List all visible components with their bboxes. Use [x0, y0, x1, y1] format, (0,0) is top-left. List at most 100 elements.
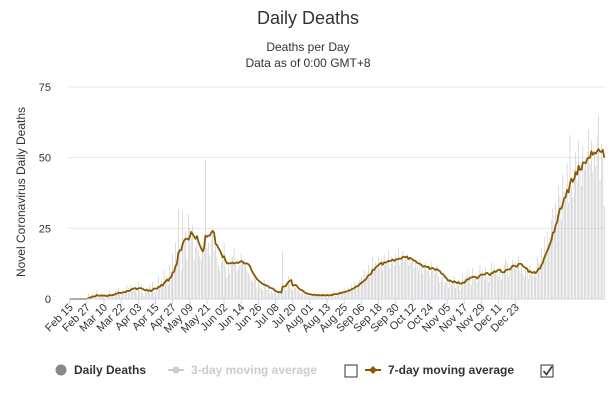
bar	[515, 262, 516, 299]
legend-avg3-marker	[172, 366, 180, 374]
bar	[533, 270, 535, 299]
bar	[336, 293, 338, 299]
bar	[320, 296, 322, 299]
bar	[123, 293, 125, 299]
avg7-checkmark-icon	[542, 366, 553, 376]
bar	[180, 270, 182, 299]
bar	[292, 290, 294, 299]
bar	[525, 267, 526, 299]
bar	[280, 293, 282, 299]
legend-item-3day-average[interactable]: 3-day moving average	[168, 363, 317, 377]
bar	[338, 293, 339, 299]
bar	[372, 256, 374, 299]
bar	[596, 135, 598, 299]
bar	[140, 284, 142, 299]
bar	[473, 279, 475, 299]
avg3-checkbox[interactable]	[344, 364, 358, 378]
bar	[222, 259, 223, 299]
bar	[283, 287, 285, 299]
bar	[591, 140, 592, 299]
bar	[488, 282, 489, 299]
bar	[339, 290, 341, 299]
bar	[462, 273, 464, 299]
bar	[492, 270, 494, 299]
bar	[220, 262, 222, 299]
bar	[112, 293, 113, 299]
bar	[288, 276, 289, 299]
bar	[258, 282, 259, 299]
bar	[142, 293, 143, 299]
bar	[421, 267, 422, 299]
bar	[370, 267, 372, 299]
bar	[498, 276, 499, 299]
bar	[156, 290, 158, 299]
bar	[295, 287, 296, 299]
bar	[588, 129, 589, 299]
y-tick-label: 0	[45, 294, 51, 306]
bar	[185, 231, 186, 299]
bar	[388, 250, 389, 299]
bar	[230, 259, 232, 299]
chart-subtitle-line-2: Data as of 0:00 GMT+8	[245, 56, 370, 70]
bar	[535, 276, 536, 299]
bar	[242, 262, 243, 299]
bar	[472, 267, 474, 299]
bar	[305, 293, 306, 299]
bar	[541, 248, 542, 299]
bar	[329, 296, 331, 299]
bar	[403, 262, 405, 299]
bar	[273, 287, 275, 299]
bar	[373, 270, 375, 299]
bar	[476, 282, 478, 299]
bar	[359, 279, 361, 299]
bar	[415, 262, 416, 299]
bar	[203, 236, 205, 299]
bar	[282, 250, 284, 299]
bar	[325, 296, 326, 299]
bar	[598, 115, 599, 300]
bar	[328, 296, 329, 299]
bar	[102, 296, 103, 299]
bar	[309, 293, 311, 299]
bar	[412, 259, 414, 299]
legend-item-daily-deaths[interactable]: Daily Deaths	[55, 363, 147, 377]
bar	[290, 287, 292, 299]
bar	[165, 282, 166, 299]
bar	[348, 287, 349, 299]
bar	[528, 279, 529, 299]
bar	[408, 265, 409, 299]
bar	[489, 273, 491, 299]
bar	[195, 248, 196, 299]
bar	[486, 276, 488, 299]
bar	[125, 290, 126, 299]
bar	[269, 293, 271, 299]
bar	[573, 168, 575, 299]
bar	[362, 282, 364, 299]
bar	[182, 211, 183, 299]
bar	[549, 236, 551, 299]
bar	[162, 287, 163, 299]
bar	[393, 265, 395, 299]
legend-daily-marker	[55, 364, 67, 376]
bar	[526, 270, 528, 299]
bar	[602, 157, 604, 299]
bar	[356, 287, 358, 299]
bar	[543, 236, 545, 299]
bar	[228, 262, 229, 299]
legend-item-7day-average[interactable]: 7-day moving average	[365, 363, 514, 377]
bar	[173, 267, 175, 299]
bar	[323, 296, 325, 299]
bar	[250, 279, 252, 299]
bar	[160, 279, 162, 299]
bar	[442, 273, 444, 299]
bar	[343, 287, 345, 299]
bar	[202, 245, 203, 299]
bar	[436, 265, 438, 299]
bar	[260, 287, 262, 299]
bar	[240, 253, 242, 299]
bar	[491, 262, 492, 299]
bar	[499, 270, 501, 299]
y-axis-label: Novel Coronavirus Daily Deaths	[14, 107, 28, 277]
bar	[278, 290, 279, 299]
bar	[466, 270, 468, 299]
